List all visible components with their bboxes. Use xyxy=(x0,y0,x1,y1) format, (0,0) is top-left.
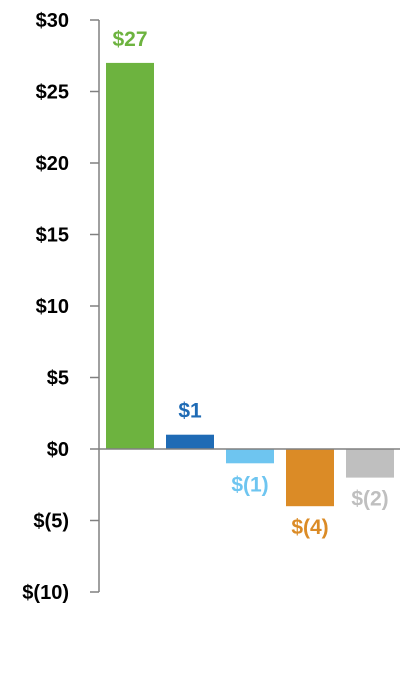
data-label: $1 xyxy=(178,400,202,423)
y-tick-label: $10 xyxy=(36,296,69,318)
bar xyxy=(166,434,214,449)
bar xyxy=(106,62,154,450)
y-tick-label: $(5) xyxy=(33,511,69,533)
y-tick-label: $15 xyxy=(36,225,69,247)
data-labels: $27 $1 $(1) $(4) $(2) xyxy=(112,28,388,539)
y-tick-label: $20 xyxy=(36,153,69,175)
y-tick-label: $0 xyxy=(47,439,69,461)
bars xyxy=(106,62,394,507)
bar xyxy=(226,449,274,464)
data-label: $(4) xyxy=(291,516,328,539)
data-label: $(1) xyxy=(231,473,268,496)
y-tick-label: $5 xyxy=(47,368,69,390)
bar xyxy=(346,449,394,478)
y-tick-label: $25 xyxy=(36,82,69,104)
data-label: $27 xyxy=(112,28,147,51)
data-label: $(2) xyxy=(351,488,388,511)
bar xyxy=(286,449,334,507)
y-axis: $30 $25 $20 $15 $10 $5 $0 $(5) $(10) xyxy=(22,10,100,604)
y-tick-label: $30 xyxy=(36,10,69,32)
y-tick-label: $(10) xyxy=(22,582,69,604)
